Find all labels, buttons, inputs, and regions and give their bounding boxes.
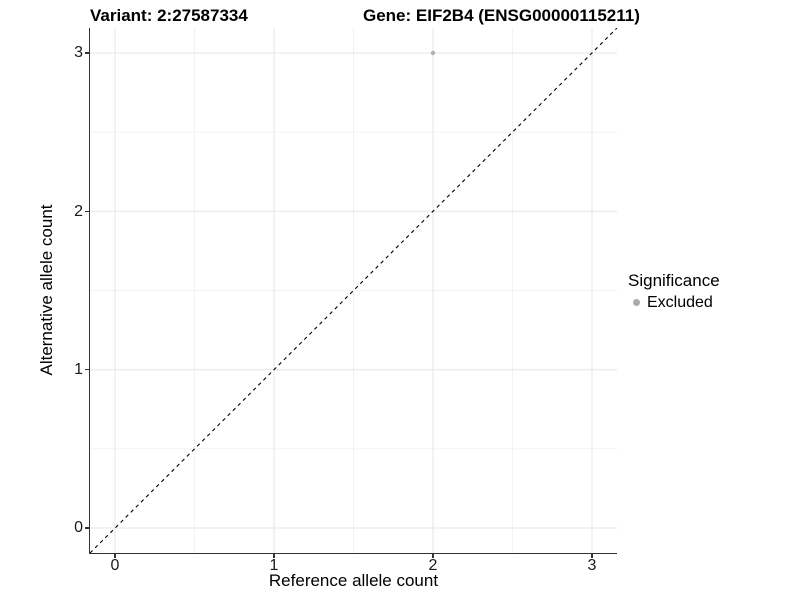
- plot-title-variant: Variant: 2:27587334: [90, 6, 248, 25]
- x-tick-3: [591, 554, 593, 558]
- legend-item-excluded: Excluded: [628, 293, 720, 312]
- x-tick-label-1: 1: [269, 557, 279, 574]
- x-tick-label-2: 2: [428, 557, 438, 574]
- legend-title: Significance: [628, 271, 720, 290]
- plot-canvas: [89, 27, 618, 554]
- y-tick-2: [84, 210, 89, 212]
- y-tick-3: [84, 52, 89, 54]
- y-tick-label-2: 2: [74, 203, 83, 220]
- plot-panel: [89, 27, 618, 554]
- x-tick-0: [114, 554, 116, 558]
- legend: Significance Excluded: [628, 271, 720, 312]
- identity-reference-line: [89, 27, 618, 554]
- legend-item-label: Excluded: [647, 294, 713, 311]
- x-tick-2: [432, 554, 434, 558]
- y-axis-title: Alternative allele count: [37, 204, 56, 376]
- x-axis-line: [88, 552, 617, 554]
- y-tick-label-1: 1: [74, 361, 83, 378]
- x-tick-1: [273, 554, 275, 558]
- x-tick-label-3: 3: [587, 557, 597, 574]
- y-tick-label-3: 3: [74, 44, 83, 61]
- x-axis-title: Reference allele count: [268, 571, 439, 590]
- y-tick-0: [84, 527, 89, 529]
- legend-point-icon: [633, 299, 640, 306]
- x-tick-label-0: 0: [110, 557, 120, 574]
- grid-minor: [90, 28, 617, 553]
- grid-major: [90, 28, 617, 553]
- plot-title-gene: Gene: EIF2B4 (ENSG00000115211): [363, 6, 640, 25]
- data-point-excluded: [430, 50, 436, 56]
- y-tick-1: [84, 369, 89, 371]
- y-axis-line: [88, 28, 91, 554]
- y-tick-label-0: 0: [74, 519, 83, 536]
